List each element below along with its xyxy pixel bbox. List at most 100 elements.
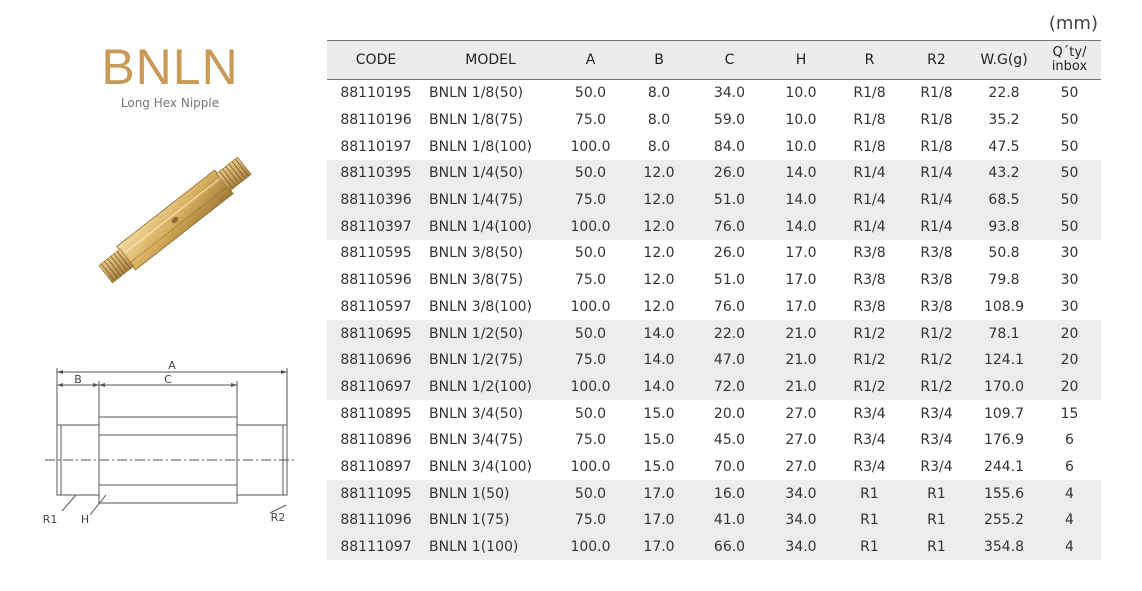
product-image <box>98 156 252 284</box>
cell-wg: 124.1 <box>970 346 1038 374</box>
cell-r2: R3/8 <box>920 272 953 289</box>
cell-a: 100.0 <box>556 533 625 561</box>
cell-model: BNLN 1(50) <box>425 480 556 507</box>
header-r2: R2 <box>903 40 970 80</box>
cell-code: 88110895 <box>340 405 412 422</box>
cell-b: 14.0 <box>625 346 693 374</box>
cell-a: 75.0 <box>574 112 607 129</box>
cell-a: 100.0 <box>556 213 625 241</box>
table-row: 88111096 BNLN 1(75) 75.0 17.0 41.0 34.0 R1 R1 25… <box>327 507 1101 534</box>
cell-wg: 50.8 <box>988 245 1020 262</box>
cell-a: 75.0 <box>574 272 607 289</box>
cell-c: 16.0 <box>693 480 766 507</box>
cell-h: 34.0 <box>766 507 836 534</box>
cell-h: 10.0 <box>785 138 817 155</box>
cell-code: 88110697 <box>327 373 425 401</box>
cell-r: R1/2 <box>836 373 903 401</box>
table-row: 88110896 BNLN 3/4(75) 75.0 15.0 45.0 27.0 R3/4… <box>327 427 1101 454</box>
cell-a: 50.0 <box>556 160 625 187</box>
table-row: 88110196 BNLN 1/8(75) 75.0 8.0 59.0 10.0 R1/8 R… <box>327 107 1101 134</box>
cell-r: R1/2 <box>836 320 903 347</box>
cell-qty: 20 <box>1038 320 1101 347</box>
cell-c: 76.0 <box>693 213 766 241</box>
cell-b: 12.0 <box>643 245 675 262</box>
dimension-drawing: A B C R1 H R2 <box>43 359 295 526</box>
cell-code: 88110396 <box>327 186 425 214</box>
cell-model: BNLN 1/2(75) <box>425 346 556 374</box>
cell-code: 88110696 <box>327 346 425 374</box>
cell-model: BNLN 3/8(75) <box>429 272 524 289</box>
dim-label-r1: R1 <box>43 513 58 526</box>
table-row: 88110695 BNLN 1/2(50) 50.0 14.0 22.0 21.0 R1/2… <box>327 320 1101 347</box>
cell-r2: R1/8 <box>920 112 953 129</box>
cell-code: 88111096 <box>327 507 425 534</box>
cell-a: 50.0 <box>574 85 607 102</box>
product-header: BNLN Long Hex Nipple <box>60 40 280 110</box>
header-code: CODE <box>327 40 425 80</box>
header-qty-line2: inbox <box>1051 59 1088 74</box>
cell-wg: 93.8 <box>970 213 1038 241</box>
cell-a: 75.0 <box>556 346 625 374</box>
cell-h: 27.0 <box>785 405 817 422</box>
cell-code: 88111095 <box>327 480 425 507</box>
cell-model: BNLN 1/8(50) <box>429 85 524 102</box>
cell-c: 66.0 <box>693 533 766 561</box>
cell-b: 12.0 <box>625 213 693 241</box>
cell-qty: 6 <box>1065 432 1074 449</box>
table-row: 88110195 BNLN 1/8(50) 50.0 8.0 34.0 10.0 R1/8 R… <box>327 80 1101 107</box>
table-row: 88110397 BNLN 1/4(100) 100.0 12.0 76.0 14.0 R1… <box>327 213 1101 241</box>
cell-wg: 68.5 <box>970 186 1038 214</box>
cell-code: 88110196 <box>340 112 412 129</box>
cell-wg: 108.9 <box>983 298 1025 315</box>
cell-r: R1 <box>836 480 903 507</box>
cell-model: BNLN 1(100) <box>425 533 556 561</box>
cell-r2: R1/4 <box>903 186 970 214</box>
table-row: 88110396 BNLN 1/4(75) 75.0 12.0 51.0 14.0 R1/4… <box>327 186 1101 214</box>
cell-wg: 78.1 <box>970 320 1038 347</box>
unit-label: (mm) <box>1048 13 1098 34</box>
cell-h: 17.0 <box>785 245 817 262</box>
cell-b: 12.0 <box>643 272 675 289</box>
cell-wg: 43.2 <box>970 160 1038 187</box>
cell-code: 88110597 <box>340 298 412 315</box>
cell-wg: 255.2 <box>970 507 1038 534</box>
cell-b: 8.0 <box>647 138 671 155</box>
cell-qty: 4 <box>1038 533 1101 561</box>
cell-h: 21.0 <box>766 320 836 347</box>
cell-r2: R1/8 <box>920 85 953 102</box>
cell-b: 14.0 <box>625 320 693 347</box>
cell-model: BNLN 1/2(100) <box>425 373 556 401</box>
cell-b: 14.0 <box>625 373 693 401</box>
table-row: 88111097 BNLN 1(100) 100.0 17.0 66.0 34.0 R1 R1… <box>327 533 1101 561</box>
cell-c: 70.0 <box>713 458 746 475</box>
cell-c: 26.0 <box>693 160 766 187</box>
dim-label-r2: R2 <box>271 511 286 524</box>
cell-r: R1/4 <box>836 186 903 214</box>
cell-h: 10.0 <box>785 112 817 129</box>
cell-wg: 244.1 <box>983 458 1025 475</box>
cell-b: 17.0 <box>625 480 693 507</box>
cell-r: R1/4 <box>836 160 903 187</box>
cell-code: 88110195 <box>340 85 412 102</box>
cell-c: 34.0 <box>713 85 746 102</box>
cell-r: R3/8 <box>853 298 886 315</box>
cell-h: 27.0 <box>785 458 817 475</box>
cell-r: R3/8 <box>853 245 886 262</box>
cell-model: BNLN 1/2(50) <box>425 320 556 347</box>
cell-c: 72.0 <box>693 373 766 401</box>
product-title: BNLN <box>101 39 239 95</box>
table-row: 88110696 BNLN 1/2(75) 75.0 14.0 47.0 21.0 R1/2… <box>327 346 1101 374</box>
cell-b: 8.0 <box>647 85 671 102</box>
cell-b: 12.0 <box>625 160 693 187</box>
cell-b: 12.0 <box>643 298 675 315</box>
cell-r: R3/4 <box>853 432 886 449</box>
cell-r2: R3/8 <box>920 245 953 262</box>
cell-model: BNLN 1/8(75) <box>429 112 524 129</box>
cell-qty: 20 <box>1038 346 1101 374</box>
cell-qty: 30 <box>1060 298 1079 315</box>
cell-model: BNLN 3/4(50) <box>429 405 524 422</box>
cell-qty: 4 <box>1038 480 1101 507</box>
dim-label-b: B <box>74 373 82 386</box>
cell-qty: 50 <box>1038 160 1101 187</box>
header-h: H <box>766 40 836 80</box>
